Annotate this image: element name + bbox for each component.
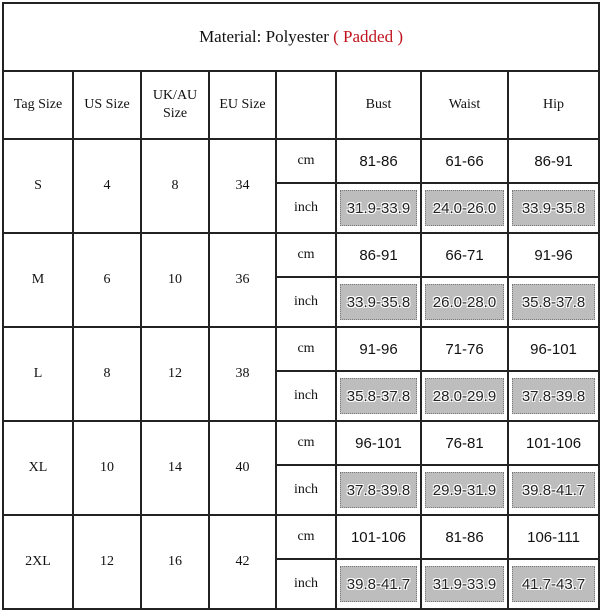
tag-size-cell: XL (2, 420, 74, 516)
title-padded: ( Padded ) (333, 27, 404, 46)
bust-inch-value: 33.9-35.8 (340, 284, 417, 320)
bust-inch-cell: 39.8-41.7 (335, 558, 422, 610)
header-bust: Bust (335, 70, 422, 140)
bust-inch-cell: 31.9-33.9 (335, 182, 422, 234)
waist-inch-value: 26.0-28.0 (425, 284, 504, 320)
hip-inch-value: 33.9-35.8 (512, 190, 596, 226)
waist-inch-cell: 28.0-29.9 (420, 370, 509, 422)
waist-cm-cell: 66-71 (420, 232, 509, 278)
uk-au-size-cell: 14 (140, 420, 210, 516)
bust-cm-cell: 101-106 (335, 514, 422, 560)
header-uk-au-size: UK/AU Size (140, 70, 210, 140)
table-row-m-cm: M 6 10 36 cm 86-91 66-71 91-96 (2, 232, 600, 328)
bust-inch-value: 35.8-37.8 (340, 378, 417, 414)
unit-cell: inch (275, 558, 337, 610)
table-title: Material: Polyester ( Padded ) (1, 2, 600, 72)
eu-size-cell: 36 (208, 232, 277, 328)
header-unit (275, 70, 337, 140)
bust-inch-value: 31.9-33.9 (340, 190, 417, 226)
unit-cell: inch (275, 370, 337, 422)
waist-inch-cell: 24.0-26.0 (420, 182, 509, 234)
waist-inch-cell: 26.0-28.0 (420, 276, 509, 328)
hip-inch-cell: 41.7-43.7 (506, 558, 600, 610)
hip-inch-cell: 39.8-41.7 (506, 464, 600, 516)
eu-size-cell: 42 (208, 514, 277, 610)
hip-inch-cell: 33.9-35.8 (506, 182, 600, 234)
us-size-cell: 12 (72, 514, 142, 610)
title-material: Material: Polyester (199, 27, 329, 46)
unit-cell: cm (275, 326, 337, 372)
waist-inch-cell: 31.9-33.9 (420, 558, 509, 610)
tag-size-cell: S (2, 138, 74, 234)
header-waist: Waist (420, 70, 509, 140)
unit-cell: cm (275, 138, 337, 184)
table-row-l-cm: L 8 12 38 cm 91-96 71-76 96-101 (2, 326, 600, 422)
waist-cm-cell: 81-86 (420, 514, 509, 560)
table-row-m-inch: inch 33.9-35.8 26.0-28.0 35.8-37.8 (3, 276, 600, 328)
bust-cm-cell: 91-96 (335, 326, 422, 372)
waist-cm-cell: 71-76 (420, 326, 509, 372)
bust-cm-cell: 96-101 (335, 420, 422, 466)
waist-inch-value: 31.9-33.9 (425, 566, 504, 602)
unit-cell: inch (275, 464, 337, 516)
header-tag-size: Tag Size (2, 70, 74, 140)
header-row: Tag Size US Size UK/AU Size EU Size Bust… (2, 70, 600, 140)
hip-cm-cell: 96-101 (506, 326, 600, 372)
bust-inch-cell: 35.8-37.8 (335, 370, 422, 422)
uk-au-size-cell: 16 (140, 514, 210, 610)
tag-size-cell: L (2, 326, 74, 422)
uk-au-size-cell: 12 (140, 326, 210, 422)
waist-inch-value: 28.0-29.9 (425, 378, 504, 414)
table-row-s-cm: S 4 8 34 cm 81-86 61-66 86-91 (2, 138, 600, 234)
hip-cm-cell: 101-106 (506, 420, 600, 466)
table-row-s-inch: inch 31.9-33.9 24.0-26.0 33.9-35.8 (3, 182, 600, 234)
hip-inch-value: 39.8-41.7 (512, 472, 596, 508)
bust-cm-cell: 81-86 (335, 138, 422, 184)
hip-inch-value: 41.7-43.7 (512, 566, 596, 602)
us-size-cell: 8 (72, 326, 142, 422)
tag-size-cell: M (2, 232, 74, 328)
waist-inch-value: 29.9-31.9 (425, 472, 504, 508)
us-size-cell: 4 (72, 138, 142, 234)
unit-cell: cm (275, 232, 337, 278)
us-size-cell: 10 (72, 420, 142, 516)
uk-au-size-cell: 8 (140, 138, 210, 234)
bust-inch-cell: 37.8-39.8 (335, 464, 422, 516)
unit-cell: cm (275, 420, 337, 466)
us-size-cell: 6 (72, 232, 142, 328)
hip-cm-cell: 86-91 (506, 138, 600, 184)
hip-inch-value: 35.8-37.8 (512, 284, 596, 320)
waist-cm-cell: 76-81 (420, 420, 509, 466)
unit-cell: inch (275, 276, 337, 328)
tag-size-cell: 2XL (2, 514, 74, 610)
header-eu-size: EU Size (208, 70, 277, 140)
table-row-xl-inch: inch 37.8-39.8 29.9-31.9 39.8-41.7 (3, 464, 600, 516)
hip-cm-cell: 91-96 (506, 232, 600, 278)
table-row-xl-cm: XL 10 14 40 cm 96-101 76-81 101-106 (2, 420, 600, 516)
bust-cm-cell: 86-91 (335, 232, 422, 278)
title-row: Material: Polyester ( Padded ) (1, 2, 600, 72)
table-row-2xl-cm: 2XL 12 16 42 cm 101-106 81-86 106-111 (2, 514, 600, 610)
eu-size-cell: 38 (208, 326, 277, 422)
header-us-size: US Size (72, 70, 142, 140)
header-hip: Hip (506, 70, 600, 140)
hip-inch-value: 37.8-39.8 (512, 378, 596, 414)
eu-size-cell: 34 (208, 138, 277, 234)
hip-inch-cell: 37.8-39.8 (506, 370, 600, 422)
bust-inch-value: 37.8-39.8 (340, 472, 417, 508)
hip-inch-cell: 35.8-37.8 (506, 276, 600, 328)
waist-inch-cell: 29.9-31.9 (420, 464, 509, 516)
waist-cm-cell: 61-66 (420, 138, 509, 184)
unit-cell: inch (275, 182, 337, 234)
waist-inch-value: 24.0-26.0 (425, 190, 504, 226)
bust-inch-cell: 33.9-35.8 (335, 276, 422, 328)
hip-cm-cell: 106-111 (506, 514, 600, 560)
unit-cell: cm (275, 514, 337, 560)
eu-size-cell: 40 (208, 420, 277, 516)
bust-inch-value: 39.8-41.7 (340, 566, 417, 602)
table-row-l-inch: inch 35.8-37.8 28.0-29.9 37.8-39.8 (3, 370, 600, 422)
uk-au-size-cell: 10 (140, 232, 210, 328)
